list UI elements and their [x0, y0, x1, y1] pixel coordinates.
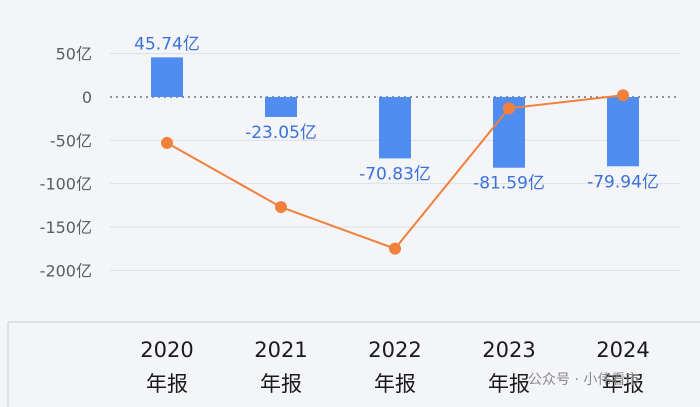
grid-layer: [110, 53, 680, 271]
x-tick-sublabel: 年报: [374, 372, 416, 396]
y-tick-label: 50亿: [56, 45, 92, 64]
bar: [151, 57, 183, 97]
watermark-text: 公众号 · 小伟看市: [528, 371, 639, 388]
bar-value-label: 45.74亿: [134, 34, 200, 54]
line-point: [503, 102, 515, 115]
line-point: [161, 136, 173, 149]
x-tick-sublabel: 年报: [602, 372, 644, 396]
y-tick-label: -200亿: [40, 261, 92, 280]
line-point: [275, 201, 287, 214]
x-tick-label: 2020: [140, 338, 193, 362]
y-tick-label: -50亿: [50, 131, 92, 150]
y-tick-label: -150亿: [40, 218, 92, 237]
bar: [379, 97, 411, 159]
x-tick-sublabel: 年报: [488, 372, 530, 396]
bar-value-label: -70.83亿: [359, 164, 431, 184]
x-tick-sublabel: 年报: [146, 372, 188, 396]
bar-value-label: -23.05亿: [245, 123, 317, 143]
bar-value-label: -79.94亿: [587, 172, 659, 192]
y-tick-label: -100亿: [40, 175, 92, 194]
bar-series: [151, 57, 639, 168]
y-tick-label: 0: [82, 88, 92, 107]
line-point: [389, 242, 401, 255]
x-tick-label: 2024: [596, 338, 649, 362]
y-axis: 50亿 0 -50亿 -100亿 -150亿 -200亿: [40, 45, 92, 281]
bar: [607, 97, 639, 167]
line-series: [161, 89, 629, 255]
x-axis: 2020 年报 2021 年报 2022 年报 2023 年报 2024 年报: [7, 321, 700, 407]
line-point: [617, 89, 629, 102]
x-tick-sublabel: 年报: [260, 372, 302, 396]
bar-value-label: -81.59亿: [473, 174, 545, 194]
bar: [265, 97, 297, 117]
x-tick-label: 2021: [254, 338, 307, 362]
data-labels: 45.74亿 -23.05亿 -70.83亿 -81.59亿 -79.94亿: [134, 34, 659, 193]
x-tick-label: 2023: [482, 338, 535, 362]
x-tick-label: 2022: [368, 338, 421, 362]
